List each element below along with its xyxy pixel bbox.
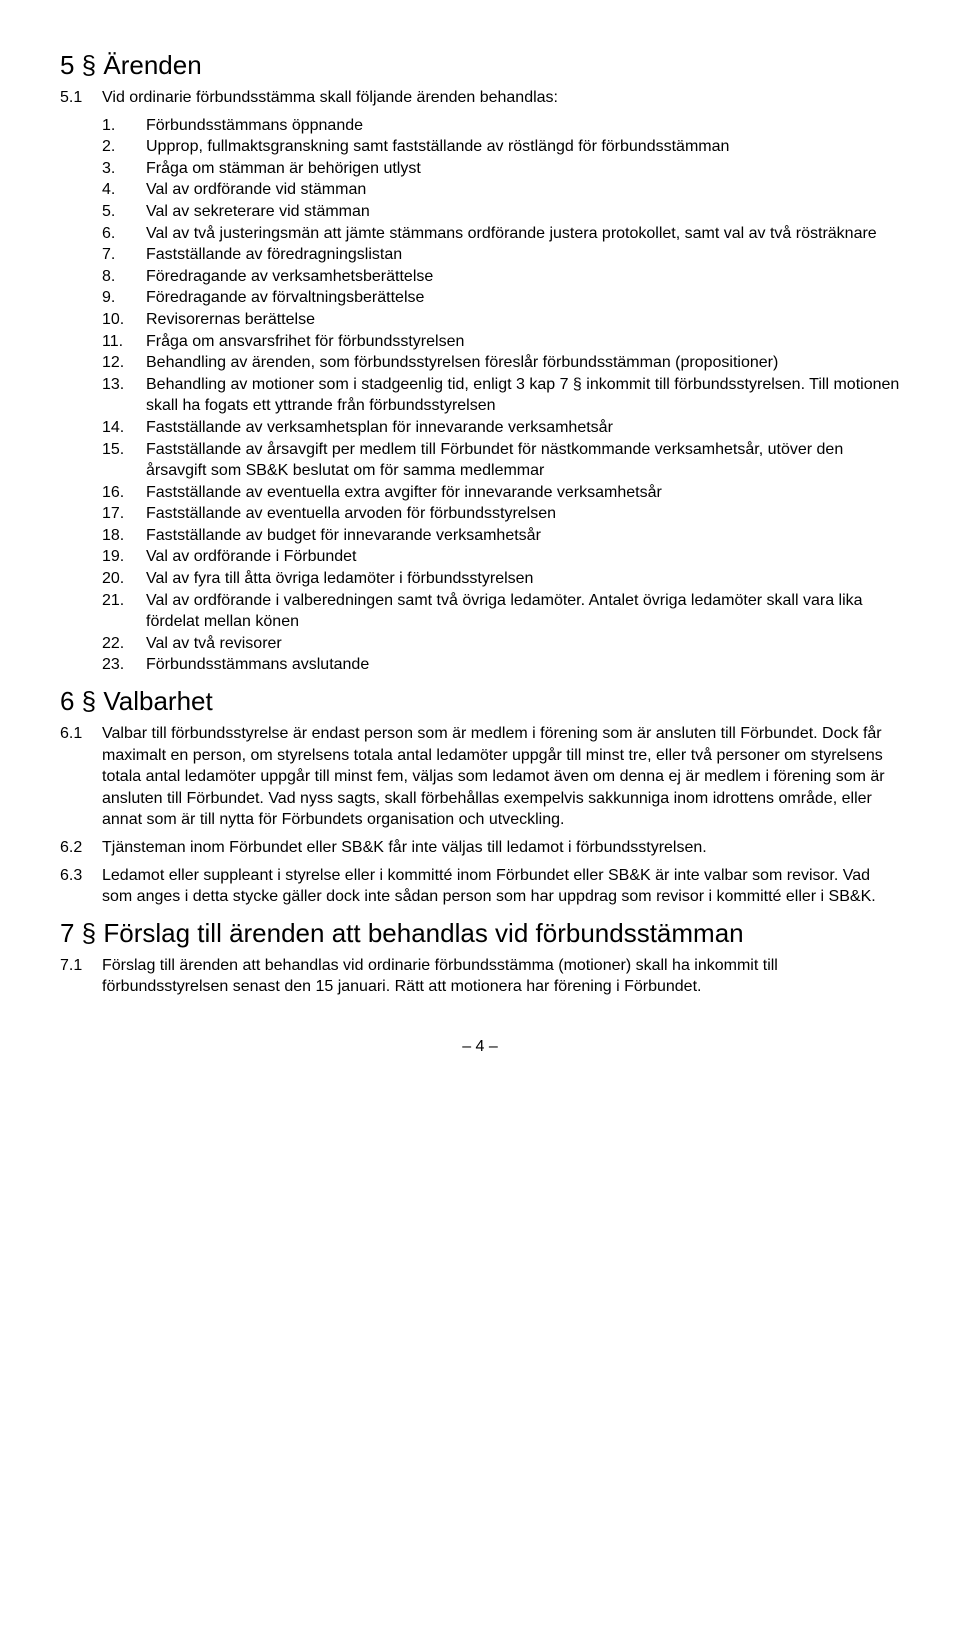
agenda-item-number: 16. (60, 482, 146, 504)
clause-text: Ledamot eller suppleant i styrelse eller… (102, 865, 900, 908)
agenda-item-text: Val av ordförande i Förbundet (146, 546, 900, 568)
agenda-item-text: Fastställande av eventuella extra avgift… (146, 482, 900, 504)
clause-number: 6.3 (60, 865, 102, 908)
agenda-item: 19.Val av ordförande i Förbundet (60, 546, 900, 568)
section-6-clause: 6.1Valbar till förbundsstyrelse är endas… (60, 723, 900, 831)
agenda-item-number: 21. (60, 590, 146, 633)
agenda-item-text: Fråga om ansvarsfrihet för förbundsstyre… (146, 331, 900, 353)
agenda-item: 6.Val av två justeringsmän att jämte stä… (60, 223, 900, 245)
agenda-item-text: Förbundsstämmans öppnande (146, 115, 900, 137)
section-6-clause: 6.2Tjänsteman inom Förbundet eller SB&K … (60, 837, 900, 859)
agenda-item: 4.Val av ordförande vid stämman (60, 179, 900, 201)
agenda-item-number: 13. (60, 374, 146, 417)
agenda-item: 20.Val av fyra till åtta övriga ledamöte… (60, 568, 900, 590)
agenda-item: 14.Fastställande av verksamhetsplan för … (60, 417, 900, 439)
page-footer: – 4 – (60, 1038, 900, 1056)
agenda-item-text: Revisorernas berättelse (146, 309, 900, 331)
agenda-item-text: Val av två revisorer (146, 633, 900, 655)
agenda-item-number: 20. (60, 568, 146, 590)
agenda-item: 3.Fråga om stämman är behörigen utlyst (60, 158, 900, 180)
section-7-clause: 7.1Förslag till ärenden att behandlas vi… (60, 955, 900, 998)
agenda-list: 1.Förbundsstämmans öppnande2.Upprop, ful… (60, 115, 900, 676)
agenda-item-text: Behandling av motioner som i stadgeenlig… (146, 374, 900, 417)
clause-intro: Vid ordinarie förbundsstämma skall följa… (102, 87, 900, 109)
agenda-item-number: 5. (60, 201, 146, 223)
section-5-heading: 5 § Ärenden (60, 50, 900, 81)
agenda-item-text: Val av fyra till åtta övriga ledamöter i… (146, 568, 900, 590)
agenda-item-number: 4. (60, 179, 146, 201)
section-7-heading: 7 § Förslag till ärenden att behandlas v… (60, 918, 900, 949)
agenda-item-number: 3. (60, 158, 146, 180)
agenda-item-number: 15. (60, 439, 146, 482)
agenda-item-text: Val av ordförande vid stämman (146, 179, 900, 201)
agenda-item-text: Fastställande av budget för innevarande … (146, 525, 900, 547)
agenda-item-text: Val av ordförande i valberedningen samt … (146, 590, 900, 633)
clause-number: 7.1 (60, 955, 102, 998)
agenda-item: 21.Val av ordförande i valberedningen sa… (60, 590, 900, 633)
clause-number: 6.1 (60, 723, 102, 831)
agenda-item-text: Fastställande av föredragningslistan (146, 244, 900, 266)
agenda-item: 22.Val av två revisorer (60, 633, 900, 655)
agenda-item: 15.Fastställande av årsavgift per medlem… (60, 439, 900, 482)
clause-5-1: 5.1 Vid ordinarie förbundsstämma skall f… (60, 87, 900, 109)
agenda-item: 10.Revisorernas berättelse (60, 309, 900, 331)
agenda-item: 9.Föredragande av förvaltningsberättelse (60, 287, 900, 309)
agenda-item-text: Fastställande av verksamhetsplan för inn… (146, 417, 900, 439)
agenda-item: 13.Behandling av motioner som i stadgeen… (60, 374, 900, 417)
agenda-item-number: 17. (60, 503, 146, 525)
agenda-item: 7.Fastställande av föredragningslistan (60, 244, 900, 266)
agenda-item-text: Förbundsstämmans avslutande (146, 654, 900, 676)
agenda-item-number: 9. (60, 287, 146, 309)
agenda-item: 16.Fastställande av eventuella extra avg… (60, 482, 900, 504)
agenda-item-text: Upprop, fullmaktsgranskning samt faststä… (146, 136, 900, 158)
agenda-item: 23.Förbundsstämmans avslutande (60, 654, 900, 676)
clause-text: Valbar till förbundsstyrelse är endast p… (102, 723, 900, 831)
agenda-item: 1.Förbundsstämmans öppnande (60, 115, 900, 137)
clause-text: Förslag till ärenden att behandlas vid o… (102, 955, 900, 998)
clause-number: 6.2 (60, 837, 102, 859)
agenda-item: 18.Fastställande av budget för innevaran… (60, 525, 900, 547)
agenda-item-number: 1. (60, 115, 146, 137)
agenda-item-text: Fråga om stämman är behörigen utlyst (146, 158, 900, 180)
agenda-item-text: Föredragande av verksamhetsberättelse (146, 266, 900, 288)
agenda-item-number: 6. (60, 223, 146, 245)
agenda-item-number: 10. (60, 309, 146, 331)
clause-number: 5.1 (60, 87, 102, 109)
agenda-item: 17.Fastställande av eventuella arvoden f… (60, 503, 900, 525)
agenda-item-number: 22. (60, 633, 146, 655)
section-6-clause: 6.3Ledamot eller suppleant i styrelse el… (60, 865, 900, 908)
agenda-item-text: Föredragande av förvaltningsberättelse (146, 287, 900, 309)
agenda-item-text: Fastställande av årsavgift per medlem ti… (146, 439, 900, 482)
agenda-item-number: 23. (60, 654, 146, 676)
agenda-item-text: Val av sekreterare vid stämman (146, 201, 900, 223)
agenda-item-number: 11. (60, 331, 146, 353)
agenda-item-number: 2. (60, 136, 146, 158)
agenda-item-text: Behandling av ärenden, som förbundsstyre… (146, 352, 900, 374)
agenda-item: 8.Föredragande av verksamhetsberättelse (60, 266, 900, 288)
agenda-item-text: Val av två justeringsmän att jämte stämm… (146, 223, 900, 245)
agenda-item: 11.Fråga om ansvarsfrihet för förbundsst… (60, 331, 900, 353)
agenda-item-text: Fastställande av eventuella arvoden för … (146, 503, 900, 525)
agenda-item-number: 8. (60, 266, 146, 288)
clause-text: Tjänsteman inom Förbundet eller SB&K får… (102, 837, 900, 859)
agenda-item: 2.Upprop, fullmaktsgranskning samt fasts… (60, 136, 900, 158)
agenda-item: 12.Behandling av ärenden, som förbundsst… (60, 352, 900, 374)
agenda-item-number: 14. (60, 417, 146, 439)
agenda-item-number: 18. (60, 525, 146, 547)
agenda-item: 5.Val av sekreterare vid stämman (60, 201, 900, 223)
agenda-item-number: 19. (60, 546, 146, 568)
section-6-heading: 6 § Valbarhet (60, 686, 900, 717)
agenda-item-number: 12. (60, 352, 146, 374)
agenda-item-number: 7. (60, 244, 146, 266)
page: 5 § Ärenden 5.1 Vid ordinarie förbundsst… (0, 0, 960, 1086)
